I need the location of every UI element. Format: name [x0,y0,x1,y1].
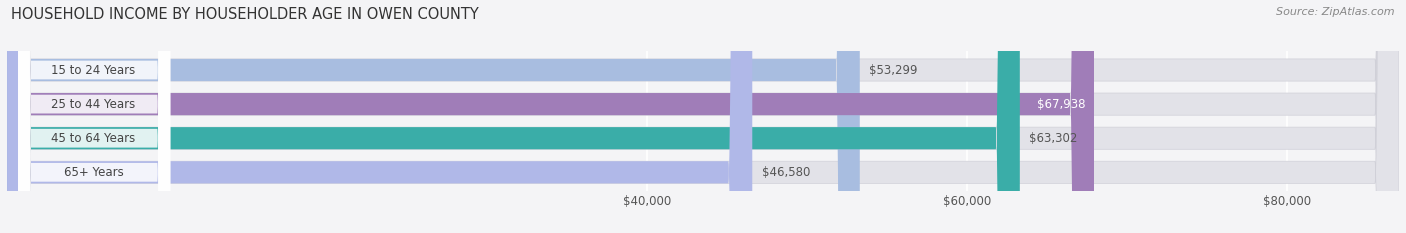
FancyBboxPatch shape [7,0,1019,233]
Text: $53,299: $53,299 [869,64,918,76]
FancyBboxPatch shape [18,0,170,233]
FancyBboxPatch shape [7,0,860,233]
Text: Source: ZipAtlas.com: Source: ZipAtlas.com [1277,7,1395,17]
Text: $63,302: $63,302 [1029,132,1078,145]
Text: HOUSEHOLD INCOME BY HOUSEHOLDER AGE IN OWEN COUNTY: HOUSEHOLD INCOME BY HOUSEHOLDER AGE IN O… [11,7,479,22]
FancyBboxPatch shape [7,0,752,233]
FancyBboxPatch shape [7,0,1094,233]
FancyBboxPatch shape [18,0,170,233]
Text: 45 to 64 Years: 45 to 64 Years [51,132,135,145]
Text: $67,938: $67,938 [1038,98,1085,111]
FancyBboxPatch shape [7,0,1399,233]
Text: $46,580: $46,580 [762,166,810,179]
Text: 25 to 44 Years: 25 to 44 Years [51,98,135,111]
FancyBboxPatch shape [18,0,170,233]
FancyBboxPatch shape [7,0,1399,233]
Text: 65+ Years: 65+ Years [63,166,124,179]
FancyBboxPatch shape [7,0,1399,233]
Text: 15 to 24 Years: 15 to 24 Years [51,64,135,76]
FancyBboxPatch shape [18,0,170,233]
FancyBboxPatch shape [7,0,1399,233]
